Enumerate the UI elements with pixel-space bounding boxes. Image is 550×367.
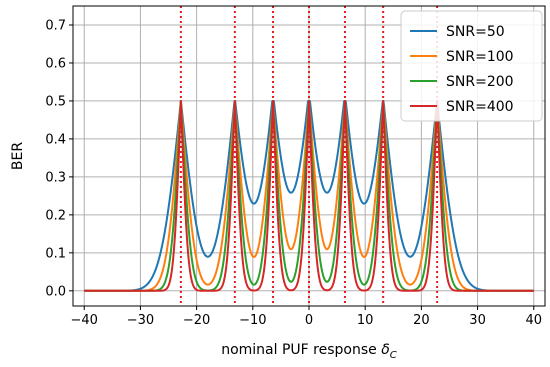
legend-box xyxy=(400,10,543,122)
y-tick-label: 0.3 xyxy=(45,170,66,185)
legend: SNR=50 SNR=100 SNR=200 SNR=400 xyxy=(400,10,543,122)
y-axis-label: BER xyxy=(10,142,26,170)
x-axis-label-prefix: nominal PUF response xyxy=(221,342,381,358)
x-axis-label-symbol: δ xyxy=(381,342,390,358)
legend-label: SNR=100 xyxy=(446,49,514,65)
y-tick-label: 0.1 xyxy=(45,246,66,261)
legend-label: SNR=400 xyxy=(446,99,514,115)
x-tick-label: −20 xyxy=(183,313,210,328)
y-tick-label: 0.4 xyxy=(45,132,66,147)
x-tick-label: 30 xyxy=(469,313,486,328)
y-axis-ticks: 0.0 0.1 0.2 0.3 0.4 0.5 0.6 0.7 xyxy=(45,18,73,299)
x-tick-label: 10 xyxy=(357,313,374,328)
x-tick-label: −10 xyxy=(239,313,266,328)
series-line xyxy=(83,99,535,292)
x-axis-label-subscript: C xyxy=(390,350,397,361)
x-tick-label: −40 xyxy=(71,313,98,328)
x-tick-label: −30 xyxy=(127,313,154,328)
y-tick-label: 0.2 xyxy=(45,208,66,223)
x-tick-label: 20 xyxy=(413,313,430,328)
x-tick-label: 40 xyxy=(525,313,542,328)
y-tick-label: 0.6 xyxy=(45,56,66,71)
x-tick-label: 0 xyxy=(305,313,313,328)
legend-label: SNR=50 xyxy=(446,24,505,40)
y-tick-label: 0.7 xyxy=(45,18,66,33)
y-tick-label: 0.5 xyxy=(45,94,66,109)
y-tick-label: 0.0 xyxy=(45,284,66,299)
series-lines xyxy=(83,99,535,292)
x-axis-label: nominal PUF response δC xyxy=(221,342,397,361)
x-axis-ticks: −40 −30 −20 −10 0 10 20 30 40 xyxy=(71,306,542,328)
legend-label: SNR=200 xyxy=(446,74,514,90)
